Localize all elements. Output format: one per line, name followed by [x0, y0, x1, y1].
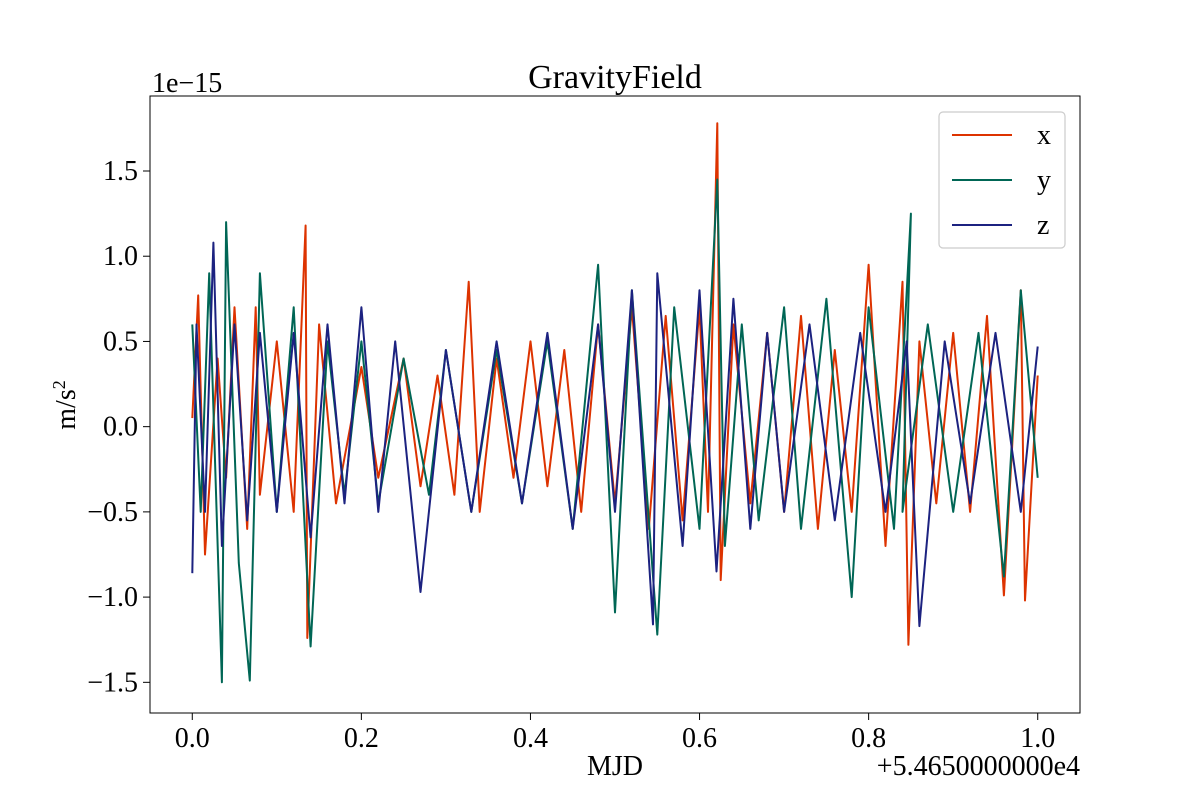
x-tick-label: 1.0 — [1020, 723, 1055, 754]
plot-frame — [149, 95, 1081, 714]
y-axis-label-base: m/s — [51, 389, 82, 429]
x-offset-label: +5.4650000000e4 — [877, 751, 1080, 782]
y-tick-label: 1.0 — [103, 241, 138, 272]
axes-layer: 0.0 0.2 0.4 0.6 0.8 1.0 1.5 1.0 0.5 0.0 −0.5 −1.0 −1… — [87, 95, 1081, 754]
x-tick-label: 0.2 — [344, 723, 379, 754]
y-tick-label: 1.5 — [103, 156, 138, 187]
y-axis-label: m/s2 — [49, 380, 82, 429]
series-line-y — [191, 178, 1039, 684]
chart-title: GravityField — [528, 59, 702, 96]
y-tick-label: 0.5 — [103, 326, 138, 357]
x-tick-label: 0.8 — [851, 723, 886, 754]
legend-label-z: z — [1037, 210, 1049, 241]
y-tick-label: −0.5 — [87, 497, 138, 528]
y-tick-label: 0.0 — [103, 412, 138, 443]
y-axis-label-exponent: 2 — [49, 380, 69, 389]
y-tick-label: −1.5 — [87, 667, 138, 698]
y-tick-label: −1.0 — [87, 582, 138, 613]
series-line-z — [191, 241, 1039, 628]
x-tick-label: 0.0 — [175, 723, 210, 754]
x-tick-label: 0.6 — [682, 723, 717, 754]
legend-label-x: x — [1037, 120, 1051, 151]
series-layer — [191, 122, 1039, 684]
x-tick-label: 0.4 — [513, 723, 548, 754]
x-axis-label: MJD — [587, 751, 643, 782]
legend: xyz — [938, 111, 1066, 249]
legend-label-y: y — [1037, 165, 1051, 196]
y-scale-label: 1e−15 — [152, 68, 222, 99]
